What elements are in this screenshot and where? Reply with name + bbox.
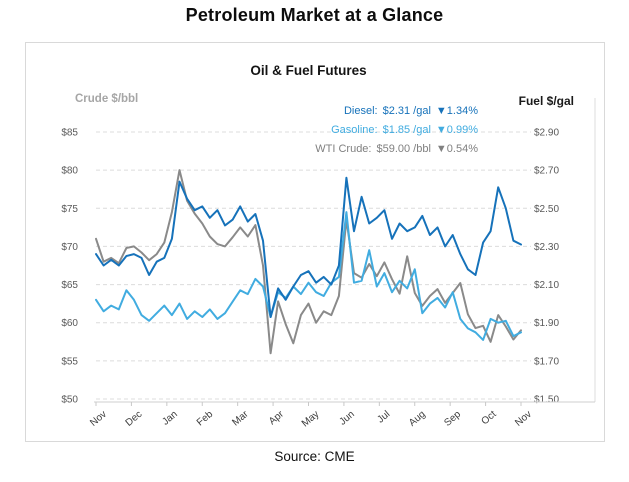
page-title: Petroleum Market at a Glance: [185, 5, 444, 25]
legend-diesel-label: Diesel:: [343, 105, 378, 117]
left-axis-tick-label: $80: [61, 166, 78, 177]
futures-chart: $50 $1.50 $55 $1.70 $60 $1.90 $65 $2.10 $70 $2.30…: [61, 98, 596, 430]
legend-row-diesel: Diesel: $2.31 /gal ▼1.34%: [310, 102, 478, 121]
x-axis-tick-label: Dec: [124, 409, 145, 429]
left-axis-tick-label: $75: [61, 204, 78, 215]
x-axis-tick-label: Aug: [407, 409, 428, 429]
legend-gasoline-change: ▼0.99%: [435, 124, 478, 136]
legend-gasoline-label: Gasoline:: [331, 124, 378, 136]
chart-legend: Diesel: $2.31 /gal ▼1.34% Gasoline: $1.85 /…: [310, 102, 478, 159]
x-axis-tick-label: Nov: [513, 409, 534, 429]
right-axis-tick-label: $2.50: [534, 204, 559, 215]
right-axis-tick-label: $1.90: [534, 318, 559, 329]
diesel-line: [95, 176, 522, 318]
right-axis-tick-label: $2.70: [534, 166, 559, 177]
wti-crude-line: [95, 169, 522, 355]
legend-wti-change: ▼0.54%: [435, 143, 478, 155]
x-axis-tick-label: May: [300, 409, 322, 430]
chart-card: $50 $1.50 $55 $1.70 $60 $1.90 $65 $2.10 $70 $2.30…: [25, 42, 605, 442]
x-axis-tick-label: Jul: [375, 409, 392, 426]
legend-wti-label: WTI Crude:: [315, 143, 372, 155]
legend-row-wti-crude: WTI Crude: $59.00 /bbl ▼0.54%: [310, 140, 478, 159]
right-axis-title: Fuel $/gal: [518, 94, 574, 108]
source-note: Source: CME: [274, 449, 355, 464]
left-axis-tick-label: $55: [61, 356, 78, 367]
right-axis-tick-label: $1.70: [534, 356, 559, 367]
x-axis-tick-label: Jun: [337, 409, 356, 428]
left-axis-tick-label: $60: [61, 318, 78, 329]
right-axis-tick-label: $1.50: [534, 395, 559, 406]
x-axis-tick-label: Apr: [267, 408, 287, 427]
legend-wti-value: $59.00 /bbl: [376, 143, 431, 155]
x-axis-tick-label: Nov: [88, 409, 109, 429]
chart-title: Oil & Fuel Futures: [250, 63, 367, 78]
legend-diesel-value: $2.31 /gal: [382, 105, 431, 117]
legend-gasoline-value: $1.85 /gal: [382, 124, 431, 136]
legend-diesel-change: ▼1.34%: [435, 105, 478, 117]
left-axis-tick-label: $85: [61, 128, 78, 139]
right-axis-tick-label: $2.30: [534, 242, 559, 253]
x-axis-tick-label: Sep: [442, 409, 463, 429]
left-axis-title: Crude $/bbl: [75, 93, 139, 105]
right-axis-tick-label: $2.90: [534, 128, 559, 139]
legend-row-gasoline: Gasoline: $1.85 /gal ▼0.99%: [310, 121, 478, 140]
left-axis-tick-label: $65: [61, 280, 78, 291]
left-axis-tick-label: $70: [61, 242, 78, 253]
right-axis-tick-label: $2.10: [534, 280, 559, 291]
gasoline-line: [95, 211, 522, 341]
x-axis-tick-label: Mar: [230, 408, 251, 428]
x-axis-tick-label: Oct: [480, 409, 499, 428]
x-axis-tick-label: Feb: [195, 409, 216, 429]
x-axis-tick-label: Jan: [160, 409, 179, 428]
left-axis-tick-label: $50: [61, 395, 78, 406]
